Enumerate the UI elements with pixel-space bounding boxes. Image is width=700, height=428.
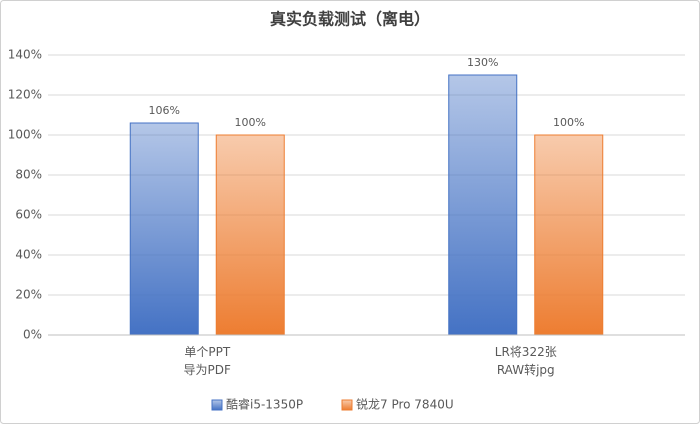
- y-tick-label: 100%: [8, 128, 42, 142]
- value-label: 100%: [553, 116, 584, 129]
- value-label: 106%: [149, 104, 180, 117]
- y-tick-label: 120%: [8, 88, 42, 102]
- y-tick-label: 60%: [15, 208, 42, 222]
- bar: [129, 122, 199, 336]
- legend-label: 锐龙7 Pro 7840U: [356, 398, 454, 412]
- y-tick-label: 80%: [15, 168, 42, 182]
- bar: [534, 134, 604, 336]
- value-label: 130%: [467, 56, 498, 69]
- legend-swatch: [341, 399, 353, 411]
- y-tick-label: 40%: [15, 248, 42, 262]
- y-tick-label: 20%: [15, 288, 42, 302]
- legend-label: 酷睿i5-1350P: [226, 397, 303, 412]
- x-tick-label: LR将322张 RAW转jpg: [495, 345, 557, 377]
- y-tick-label: 0%: [23, 328, 42, 342]
- x-tick-label: 单个PPT 导为PDF: [184, 345, 231, 377]
- bar: [448, 74, 518, 336]
- legend-swatch: [211, 399, 223, 411]
- value-label: 100%: [235, 116, 266, 129]
- chart-title: 真实负载测试（离电）: [270, 10, 430, 29]
- bar: [215, 134, 285, 336]
- y-tick-label: 140%: [8, 48, 42, 62]
